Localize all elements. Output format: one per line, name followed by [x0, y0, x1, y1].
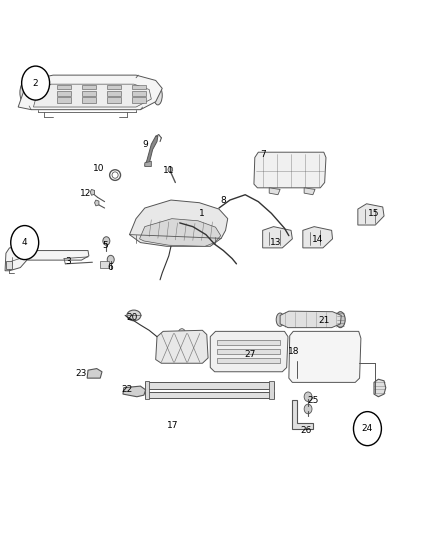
Polygon shape — [269, 188, 280, 195]
Circle shape — [11, 225, 39, 260]
Text: 7: 7 — [260, 150, 265, 159]
Polygon shape — [107, 85, 121, 90]
Polygon shape — [6, 261, 12, 269]
Text: 21: 21 — [318, 316, 329, 325]
Polygon shape — [130, 200, 228, 246]
Ellipse shape — [20, 82, 29, 103]
Polygon shape — [140, 219, 221, 246]
Text: 18: 18 — [287, 347, 299, 356]
Polygon shape — [132, 98, 146, 103]
Circle shape — [353, 411, 381, 446]
Polygon shape — [145, 382, 274, 389]
Circle shape — [177, 341, 186, 352]
Text: 22: 22 — [122, 385, 133, 394]
Text: 5: 5 — [102, 241, 108, 250]
Polygon shape — [18, 75, 162, 110]
Ellipse shape — [336, 312, 345, 328]
Polygon shape — [145, 161, 151, 166]
Polygon shape — [145, 381, 149, 399]
Text: 27: 27 — [244, 350, 255, 359]
Polygon shape — [87, 368, 102, 378]
Circle shape — [107, 255, 114, 264]
Text: 4: 4 — [22, 238, 28, 247]
Polygon shape — [217, 340, 280, 345]
Text: 12: 12 — [80, 189, 92, 198]
Polygon shape — [33, 84, 151, 107]
Polygon shape — [217, 349, 280, 354]
Text: 11: 11 — [163, 166, 174, 175]
Polygon shape — [263, 227, 292, 248]
Polygon shape — [217, 358, 280, 364]
Polygon shape — [123, 386, 146, 397]
Polygon shape — [374, 379, 386, 397]
Polygon shape — [168, 166, 173, 172]
Polygon shape — [132, 91, 146, 96]
Text: 3: 3 — [66, 257, 71, 265]
Polygon shape — [107, 91, 121, 96]
Polygon shape — [82, 98, 96, 103]
Text: 25: 25 — [307, 396, 318, 405]
Polygon shape — [254, 152, 326, 188]
Polygon shape — [90, 189, 95, 195]
Ellipse shape — [276, 313, 284, 326]
Text: 20: 20 — [126, 312, 138, 321]
Text: 23: 23 — [76, 369, 87, 378]
Circle shape — [103, 237, 110, 245]
Polygon shape — [132, 85, 146, 90]
Text: 17: 17 — [167, 422, 179, 431]
Ellipse shape — [153, 86, 162, 105]
Circle shape — [258, 163, 269, 176]
Polygon shape — [145, 392, 274, 398]
Text: 13: 13 — [270, 238, 282, 247]
Polygon shape — [5, 246, 89, 271]
Circle shape — [291, 348, 302, 361]
Ellipse shape — [127, 310, 141, 321]
Polygon shape — [292, 400, 313, 429]
Circle shape — [304, 404, 312, 414]
Circle shape — [308, 163, 320, 176]
Text: 1: 1 — [199, 209, 205, 218]
Polygon shape — [155, 330, 208, 364]
Circle shape — [21, 66, 49, 100]
Text: 9: 9 — [142, 140, 148, 149]
Text: 2: 2 — [33, 78, 39, 87]
Polygon shape — [358, 204, 384, 225]
Polygon shape — [82, 91, 96, 96]
Polygon shape — [210, 332, 288, 372]
Polygon shape — [95, 200, 99, 206]
Polygon shape — [57, 98, 71, 103]
Circle shape — [304, 392, 312, 401]
Text: 26: 26 — [300, 426, 312, 435]
Text: 14: 14 — [311, 236, 323, 245]
Polygon shape — [145, 136, 158, 165]
Text: 8: 8 — [220, 196, 226, 205]
Circle shape — [178, 329, 185, 337]
Polygon shape — [289, 332, 361, 382]
Text: 15: 15 — [368, 209, 380, 218]
Polygon shape — [269, 381, 274, 399]
Polygon shape — [82, 85, 96, 90]
Polygon shape — [57, 91, 71, 96]
Text: 24: 24 — [362, 424, 373, 433]
Polygon shape — [100, 261, 109, 268]
Polygon shape — [303, 227, 332, 248]
Polygon shape — [107, 98, 121, 103]
Text: 10: 10 — [93, 164, 105, 173]
Text: 6: 6 — [107, 263, 113, 272]
Polygon shape — [280, 311, 341, 328]
Polygon shape — [304, 188, 315, 195]
Polygon shape — [57, 85, 71, 90]
